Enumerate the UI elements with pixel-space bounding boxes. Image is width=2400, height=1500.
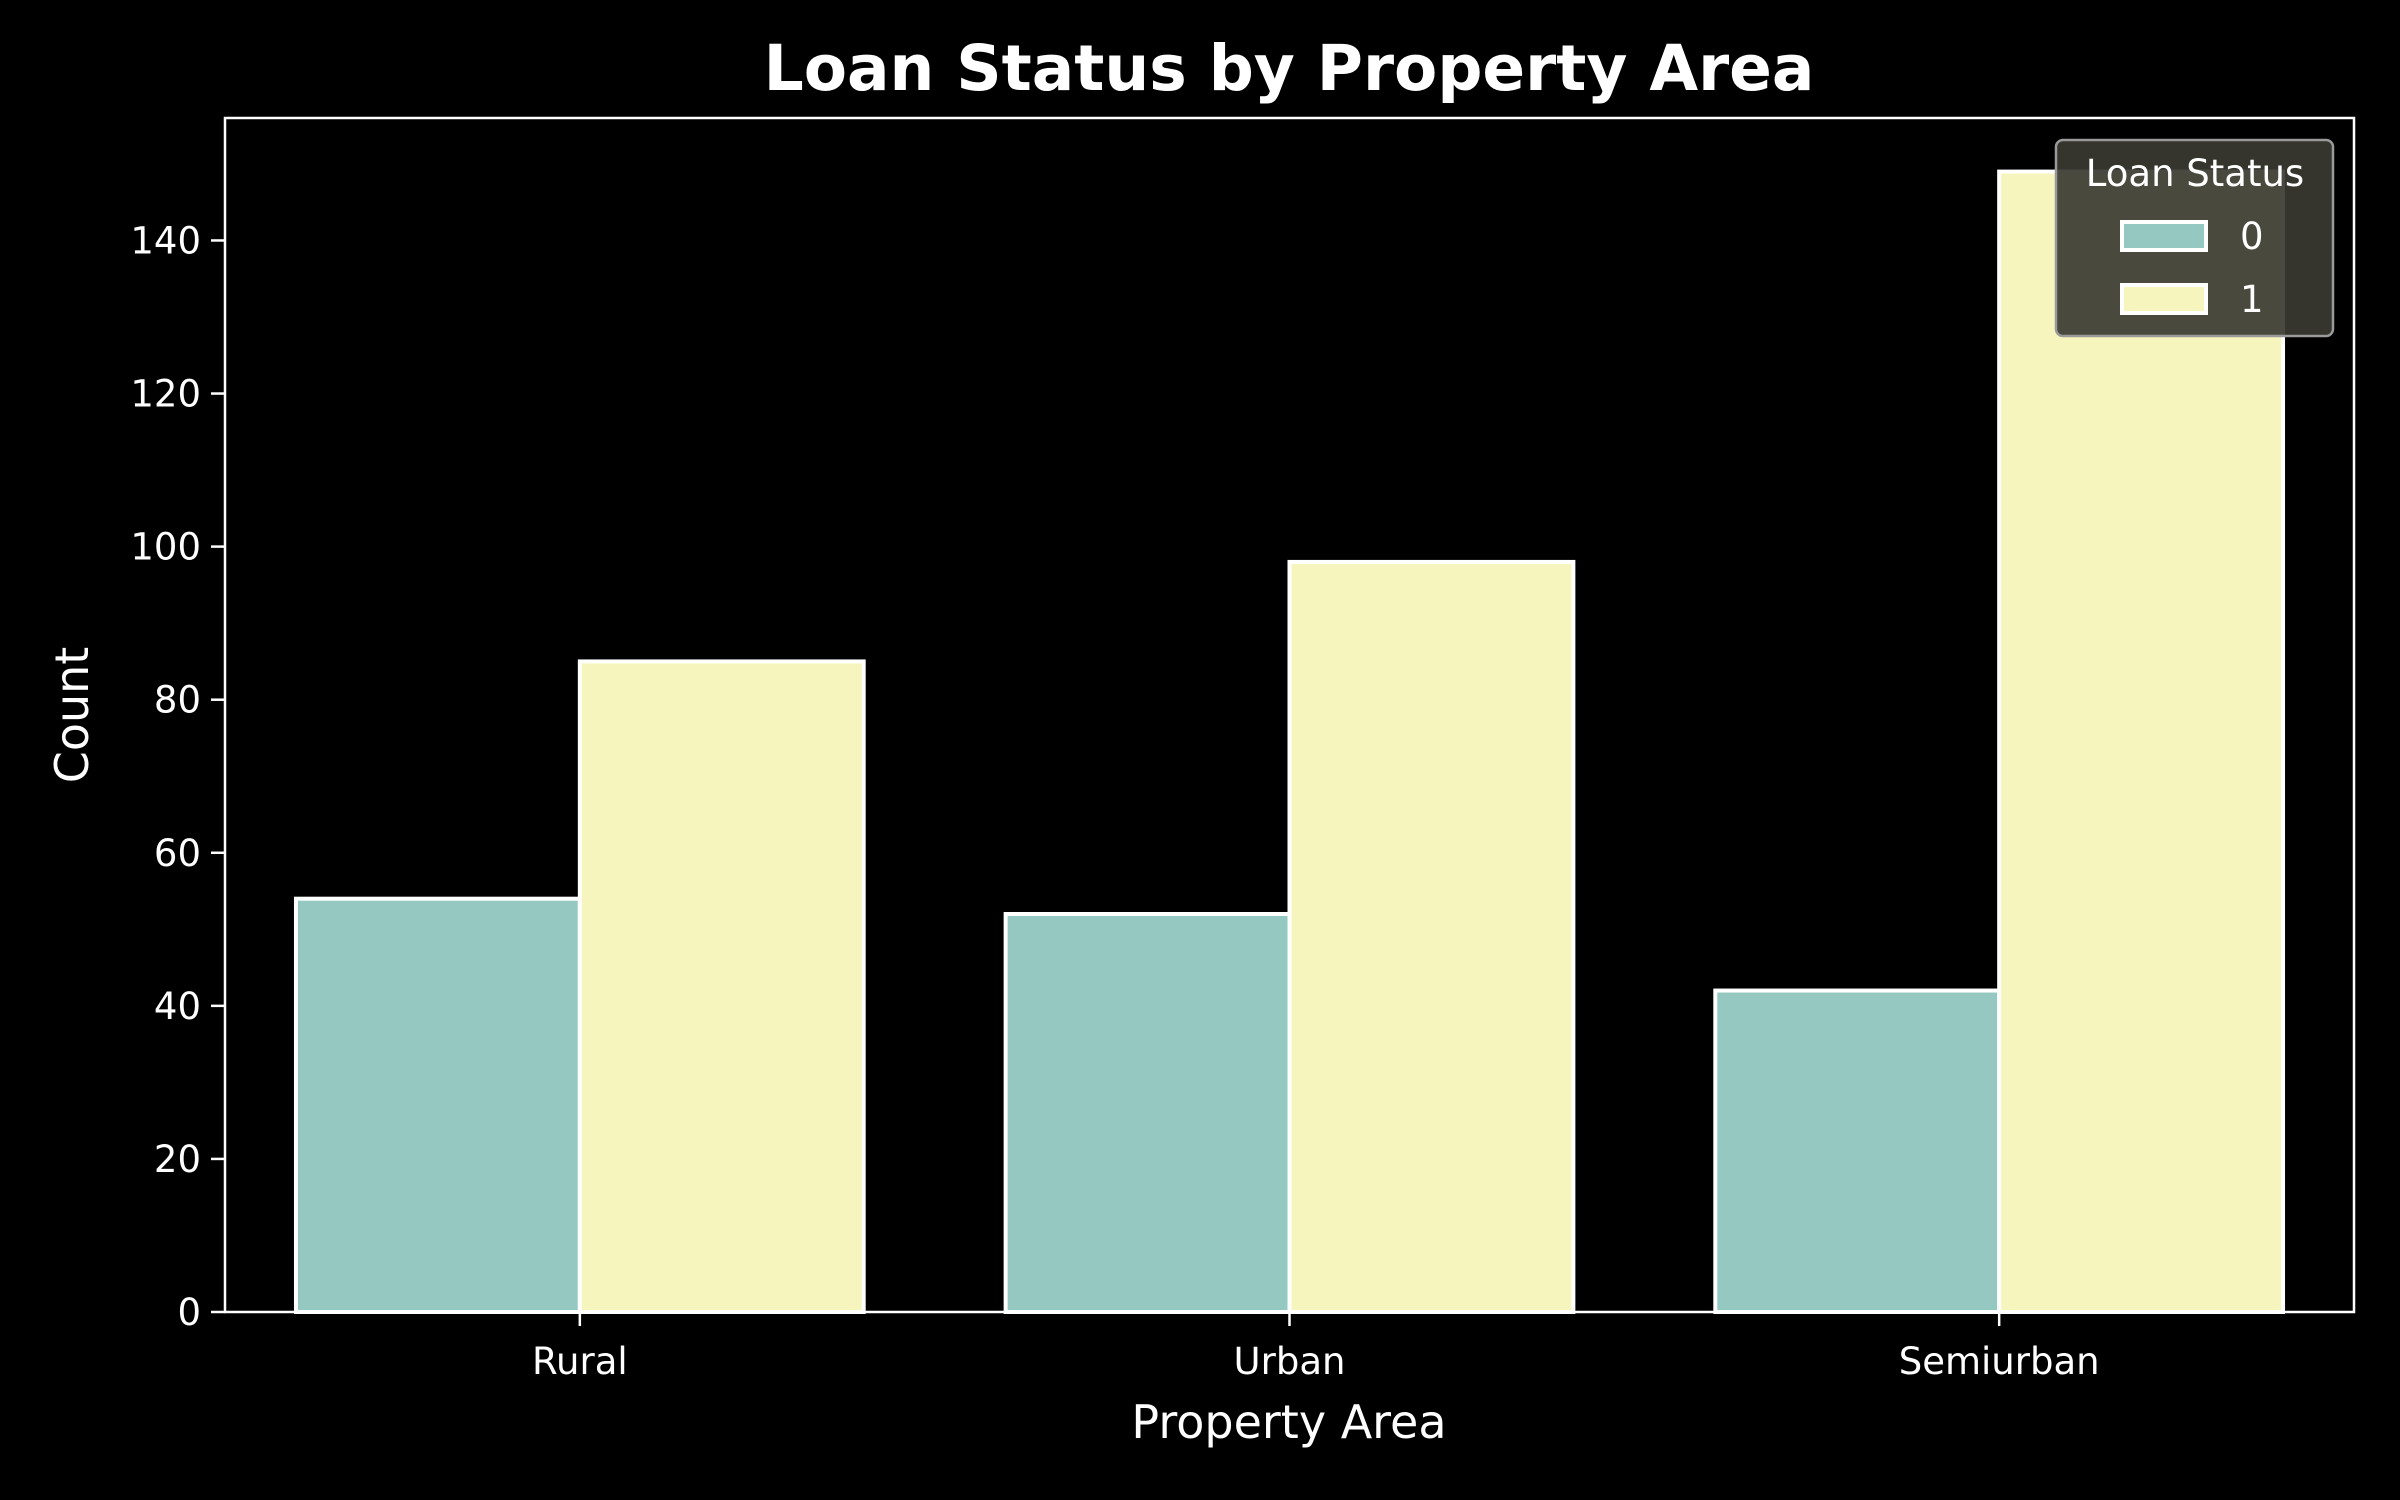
bar-rural-status-0 xyxy=(293,896,582,1314)
x-tick-label: Urban xyxy=(1234,1340,1346,1383)
chart-title: Loan Status by Property Area xyxy=(764,32,1815,105)
y-tick-label: 140 xyxy=(130,219,201,262)
y-tick-label: 80 xyxy=(154,679,201,722)
y-tick-label: 0 xyxy=(177,1291,201,1334)
legend-label-1: 1 xyxy=(2240,278,2264,321)
legend-label-0: 0 xyxy=(2240,215,2264,258)
bar-semiurban-status-1 xyxy=(1997,169,2286,1315)
x-tick-label: Rural xyxy=(532,1340,628,1383)
y-axis: 0 20 40 60 80 100 120 140 xyxy=(130,219,225,1334)
legend-swatch-0 xyxy=(2120,220,2208,252)
legend-swatch-1 xyxy=(2120,283,2208,315)
legend-title: Loan Status xyxy=(2086,152,2304,195)
x-axis: Rural Urban Semiurban xyxy=(532,1312,2100,1383)
bar-urban-status-0 xyxy=(1003,912,1292,1314)
bars-layer xyxy=(293,169,2286,1315)
bar-rural-status-1 xyxy=(577,659,866,1314)
y-tick-label: 60 xyxy=(154,832,201,875)
y-axis-label: Count xyxy=(45,647,99,784)
x-tick-label: Semiurban xyxy=(1899,1340,2100,1383)
bar-urban-status-1 xyxy=(1287,559,1576,1314)
y-tick-label: 20 xyxy=(154,1138,201,1181)
y-tick-label: 40 xyxy=(154,985,201,1028)
x-axis-label: Property Area xyxy=(1131,1395,1446,1449)
bar-semiurban-status-0 xyxy=(1713,988,2002,1314)
legend: Loan Status 0 1 xyxy=(2054,138,2335,338)
y-tick-label: 100 xyxy=(130,526,201,569)
y-tick-label: 120 xyxy=(130,373,201,416)
